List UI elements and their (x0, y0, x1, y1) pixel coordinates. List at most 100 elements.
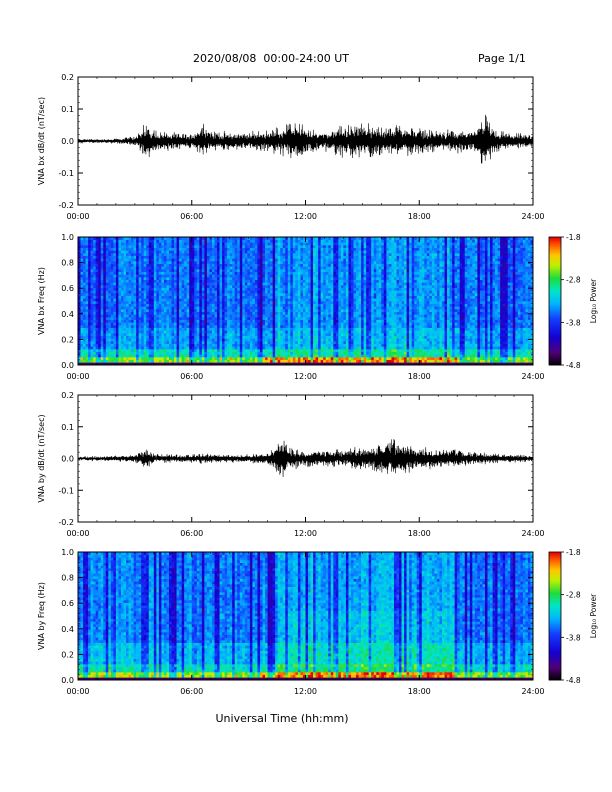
heatmap-cell (123, 237, 127, 240)
heatmap-cell (100, 290, 104, 294)
heatmap-cell (169, 359, 172, 363)
heatmap-cell (108, 247, 112, 251)
heatmap-cell (234, 298, 238, 302)
heatmap-cell (330, 306, 334, 310)
heatmap-cell (113, 261, 117, 264)
heatmap-cell (176, 343, 180, 347)
heatmap-cell (143, 253, 147, 256)
heatmap-cell (80, 357, 84, 360)
heatmap-cell (234, 333, 238, 336)
heatmap-cell (80, 277, 84, 280)
heatmap-cell (325, 357, 329, 360)
heatmap-cell (222, 317, 225, 320)
heatmap-cell (211, 277, 215, 280)
heatmap-cell (267, 269, 271, 272)
heatmap-cell (201, 309, 205, 312)
heatmap-cell (302, 269, 306, 272)
heatmap-cell (249, 301, 253, 304)
heatmap-cell (194, 293, 198, 296)
heatmap-cell (333, 303, 337, 307)
heatmap-cell (146, 269, 150, 272)
heatmap-cell (257, 322, 261, 326)
heatmap-cell (211, 325, 215, 328)
heatmap-cell (110, 282, 114, 286)
heatmap-cell (78, 290, 81, 294)
heatmap-cell (151, 301, 155, 304)
heatmap-cell (146, 314, 150, 318)
heatmap-cell (184, 335, 187, 339)
heatmap-cell (120, 330, 124, 334)
heatmap-cell (196, 317, 200, 320)
heatmap-cell (108, 309, 112, 312)
heatmap-cell (209, 349, 213, 352)
heatmap-cell (229, 303, 233, 307)
heatmap-cell (254, 343, 258, 347)
heatmap-cell (297, 333, 301, 336)
heatmap-cell (108, 330, 112, 334)
heatmap-cell (181, 349, 185, 352)
heatmap-cell (120, 309, 124, 312)
heatmap-cell (280, 285, 284, 288)
heatmap-cell (108, 314, 112, 318)
heatmap-cell (113, 290, 117, 294)
heatmap-cell (254, 301, 258, 304)
heatmap-cell (153, 279, 157, 283)
heatmap-cell (270, 311, 273, 315)
heatmap-cell (128, 245, 132, 248)
heatmap-cell (242, 269, 246, 272)
heatmap-cell (257, 306, 261, 310)
heatmap-cell (224, 277, 228, 280)
heatmap-cell (204, 359, 208, 363)
heatmap-cell (181, 277, 185, 280)
heatmap-cell (131, 287, 134, 291)
heatmap-cell (265, 287, 268, 291)
heatmap-cell (325, 303, 329, 307)
heatmap-cell (141, 250, 145, 254)
heatmap-cell (128, 293, 132, 296)
heatmap-cell (143, 341, 147, 344)
heatmap-cell (224, 258, 228, 262)
heatmap-cell (115, 301, 119, 304)
heatmap-cell (105, 298, 109, 302)
heatmap-cell (153, 346, 157, 350)
heatmap-cell (199, 279, 203, 283)
heatmap-cell (95, 311, 99, 315)
heatmap-cell (128, 343, 132, 347)
heatmap-cell (90, 282, 94, 286)
heatmap-cell (206, 327, 210, 331)
heatmap-cell (93, 327, 96, 331)
heatmap-cell (174, 271, 177, 275)
heatmap-cell (227, 301, 230, 304)
heatmap-cell (211, 338, 215, 342)
heatmap-cell (115, 239, 119, 243)
heatmap-cell (196, 269, 200, 272)
heatmap-cell (217, 354, 220, 358)
heatmap-cell (151, 263, 155, 267)
heatmap-cell (128, 325, 132, 328)
heatmap-cell (146, 341, 150, 344)
heatmap-cell (118, 295, 122, 299)
heatmap-cell (242, 322, 246, 326)
heatmap-cell (292, 239, 296, 243)
heatmap-cell (308, 357, 311, 360)
heatmap-cell (308, 271, 311, 275)
heatmap-cell (171, 255, 175, 259)
heatmap-cell (222, 239, 225, 243)
heatmap-cell (292, 255, 296, 259)
heatmap-cell (330, 330, 334, 334)
heatmap-cell (93, 266, 96, 270)
heatmap-cell (141, 333, 145, 336)
heatmap-cell (265, 351, 268, 355)
heatmap-cell (222, 354, 225, 358)
heatmap-cell (103, 237, 107, 240)
heatmap-cell (270, 330, 273, 334)
heatmap-cell (290, 253, 294, 256)
heatmap-cell (315, 274, 319, 278)
heatmap-cell (133, 309, 137, 312)
heatmap-cell (292, 317, 296, 320)
heatmap-cell (260, 343, 263, 347)
heatmap-cell (217, 351, 220, 355)
heatmap-cell (95, 354, 99, 358)
heatmap-cell (285, 327, 289, 331)
heatmap-cell (242, 279, 246, 283)
